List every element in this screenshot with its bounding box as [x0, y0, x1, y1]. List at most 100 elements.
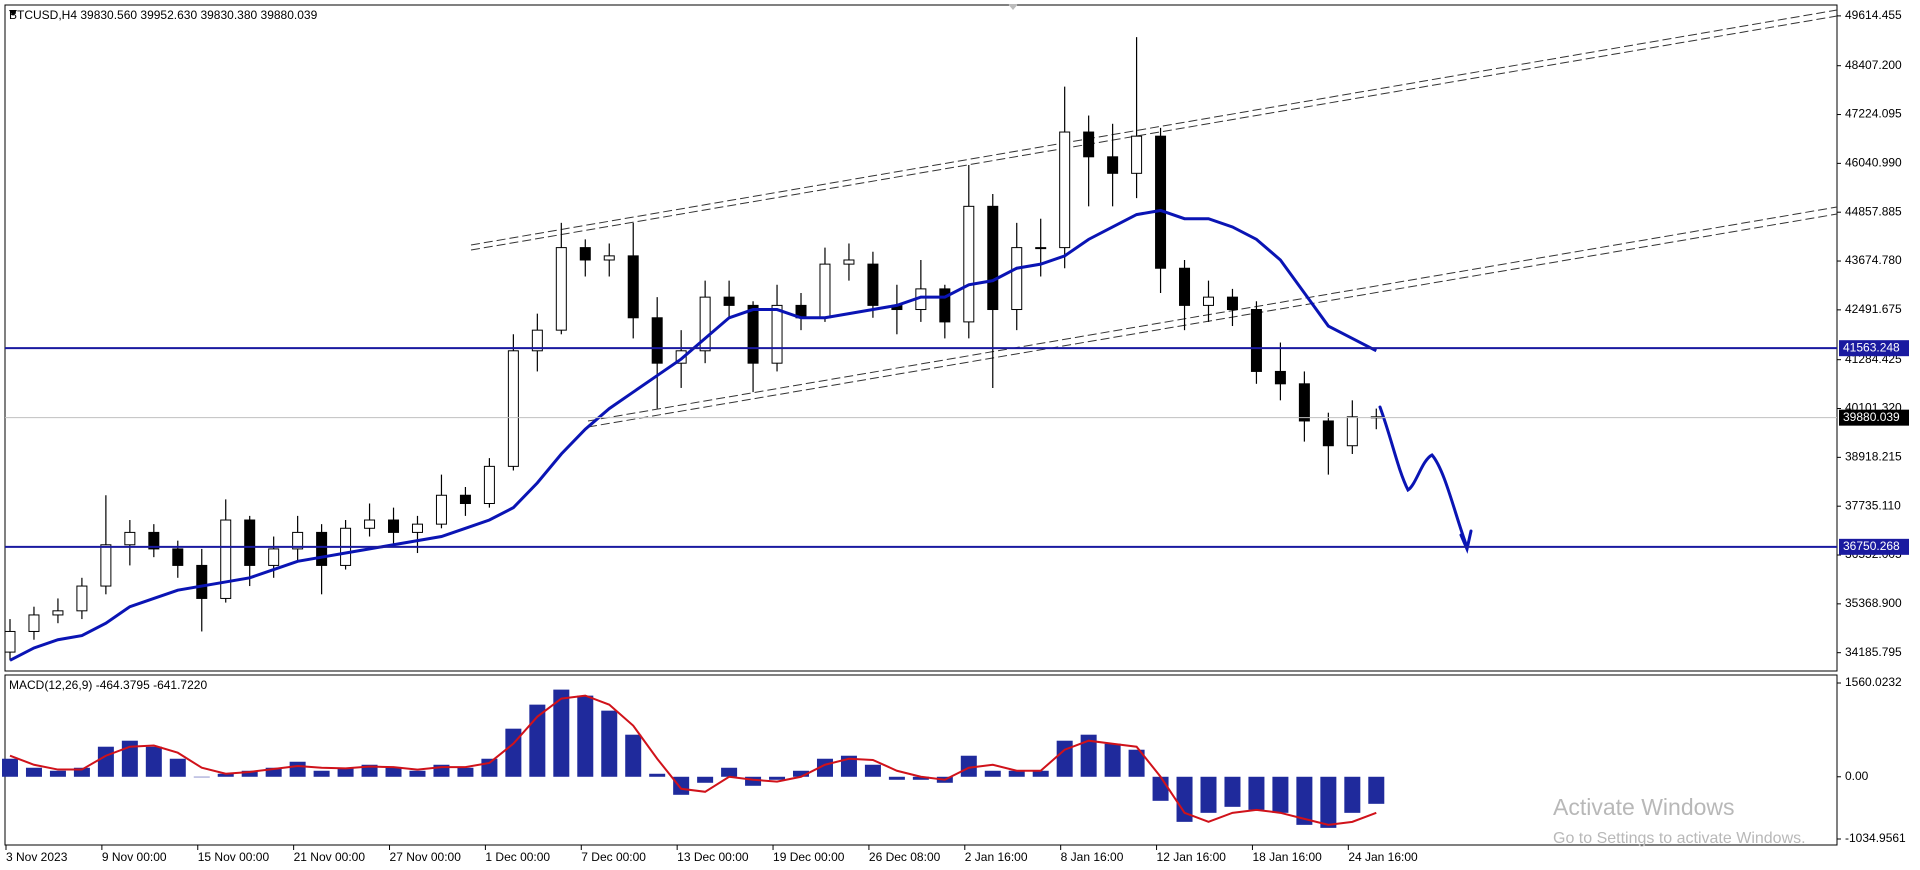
x-tick-label: 9 Nov 00:00 [102, 850, 167, 864]
candle-body [316, 531, 328, 566]
candle-body [651, 317, 663, 364]
macd-bar [1272, 776, 1289, 813]
macd-bar [97, 746, 114, 777]
scroll-marker [1008, 4, 1018, 10]
macd-bar [289, 761, 306, 777]
macd-bar [721, 767, 738, 777]
candle-body [459, 494, 471, 505]
candle-body [1083, 131, 1095, 158]
x-tick-label: 24 Jan 16:00 [1348, 850, 1418, 864]
candle-body [76, 585, 88, 612]
macd-bar [888, 776, 905, 780]
candle-body [100, 544, 112, 587]
macd-bar [912, 776, 929, 780]
chart-title: BTCUSD,H4 39830.560 39952.630 39830.380 … [9, 8, 318, 22]
candle-body [675, 350, 687, 364]
channel-lower-b [587, 213, 1838, 428]
macd-signal [9, 694, 1377, 826]
macd-bar [769, 776, 786, 780]
channel-lower-a [587, 206, 1838, 422]
macd-bar [169, 758, 186, 777]
macd-bar [49, 770, 66, 777]
x-tick-label: 27 Nov 00:00 [390, 850, 462, 864]
x-tick-label: 18 Jan 16:00 [1252, 850, 1322, 864]
y-tick-label: 38918.215 [1845, 450, 1902, 464]
candle-body [531, 329, 543, 352]
candle-body [1035, 247, 1047, 250]
macd-bar [1056, 740, 1073, 777]
macd-bar [1368, 776, 1385, 804]
macd-bar [793, 770, 810, 777]
candle-body [819, 263, 831, 319]
candle-body [1322, 420, 1334, 447]
macd-bar [73, 767, 90, 777]
macd-bar [25, 767, 42, 777]
macd-bar [1344, 776, 1361, 813]
watermark-hint: Go to Settings to activate Windows. [1553, 830, 1806, 847]
y-tick-label: 0.00 [1845, 769, 1869, 783]
candle-body [4, 630, 16, 653]
macd-bar [313, 770, 330, 777]
y-tick-label: 35368.900 [1845, 596, 1902, 610]
candle-body [244, 519, 256, 566]
candle-body [292, 531, 304, 550]
candle-body [627, 255, 639, 319]
symbol-menu-arrow[interactable] [9, 10, 17, 16]
macd-bar [265, 767, 282, 777]
macd-bar [673, 776, 690, 795]
macd-bar [1296, 776, 1313, 825]
candle-body [1346, 416, 1358, 447]
level-label: 36750.268 [1843, 539, 1900, 553]
candle-body [843, 259, 855, 265]
macd-bar [1152, 776, 1169, 801]
candle-body [124, 531, 136, 546]
macd-bar [1320, 776, 1337, 828]
macd-bar [457, 767, 474, 777]
candle-body [747, 304, 759, 364]
y-tick-label: 48407.200 [1845, 58, 1902, 72]
macd-bar [409, 770, 426, 777]
macd-bar [505, 728, 522, 777]
candle-body [1250, 309, 1262, 372]
macd-bar [1200, 776, 1217, 813]
macd-bar [241, 770, 258, 777]
y-tick-label: 46040.990 [1845, 156, 1902, 170]
candle-body [987, 205, 999, 311]
candle-body [172, 548, 184, 566]
channel-upper-a [470, 9, 1838, 246]
candle-body [603, 255, 615, 261]
macd-bar [385, 767, 402, 777]
candle-body [867, 263, 879, 306]
candle-body [220, 519, 232, 599]
candle-body [52, 610, 64, 616]
y-tick-label: -1034.9561 [1845, 831, 1906, 845]
candle-body [196, 564, 208, 599]
macd-bar [1176, 776, 1193, 822]
y-tick-label: 1560.0232 [1845, 675, 1902, 689]
macd-bar [745, 776, 762, 786]
main-panel-frame [4, 4, 1838, 672]
macd-bar [1080, 734, 1097, 777]
last-price-box [1839, 409, 1909, 426]
macd-bar [553, 689, 570, 777]
macd-bar [1128, 749, 1145, 777]
y-tick-label: 47224.095 [1845, 107, 1902, 121]
x-tick-label: 13 Dec 00:00 [677, 850, 749, 864]
candle-body [771, 304, 783, 364]
candle-body [364, 519, 376, 529]
trend-channel [470, 9, 1838, 428]
macd-bar [601, 710, 618, 777]
x-tick-label: 1 Dec 00:00 [485, 850, 550, 864]
watermark-title: Activate Windows [1553, 794, 1735, 820]
candle-body [1155, 135, 1167, 269]
candle-body [28, 614, 40, 632]
candle-body [1011, 247, 1023, 311]
candle-body [939, 288, 951, 323]
level-box [1839, 340, 1909, 357]
x-tick-label: 7 Dec 00:00 [581, 850, 646, 864]
candle-body [148, 531, 160, 550]
candle-body [1179, 267, 1191, 306]
candle-body [1059, 131, 1071, 249]
